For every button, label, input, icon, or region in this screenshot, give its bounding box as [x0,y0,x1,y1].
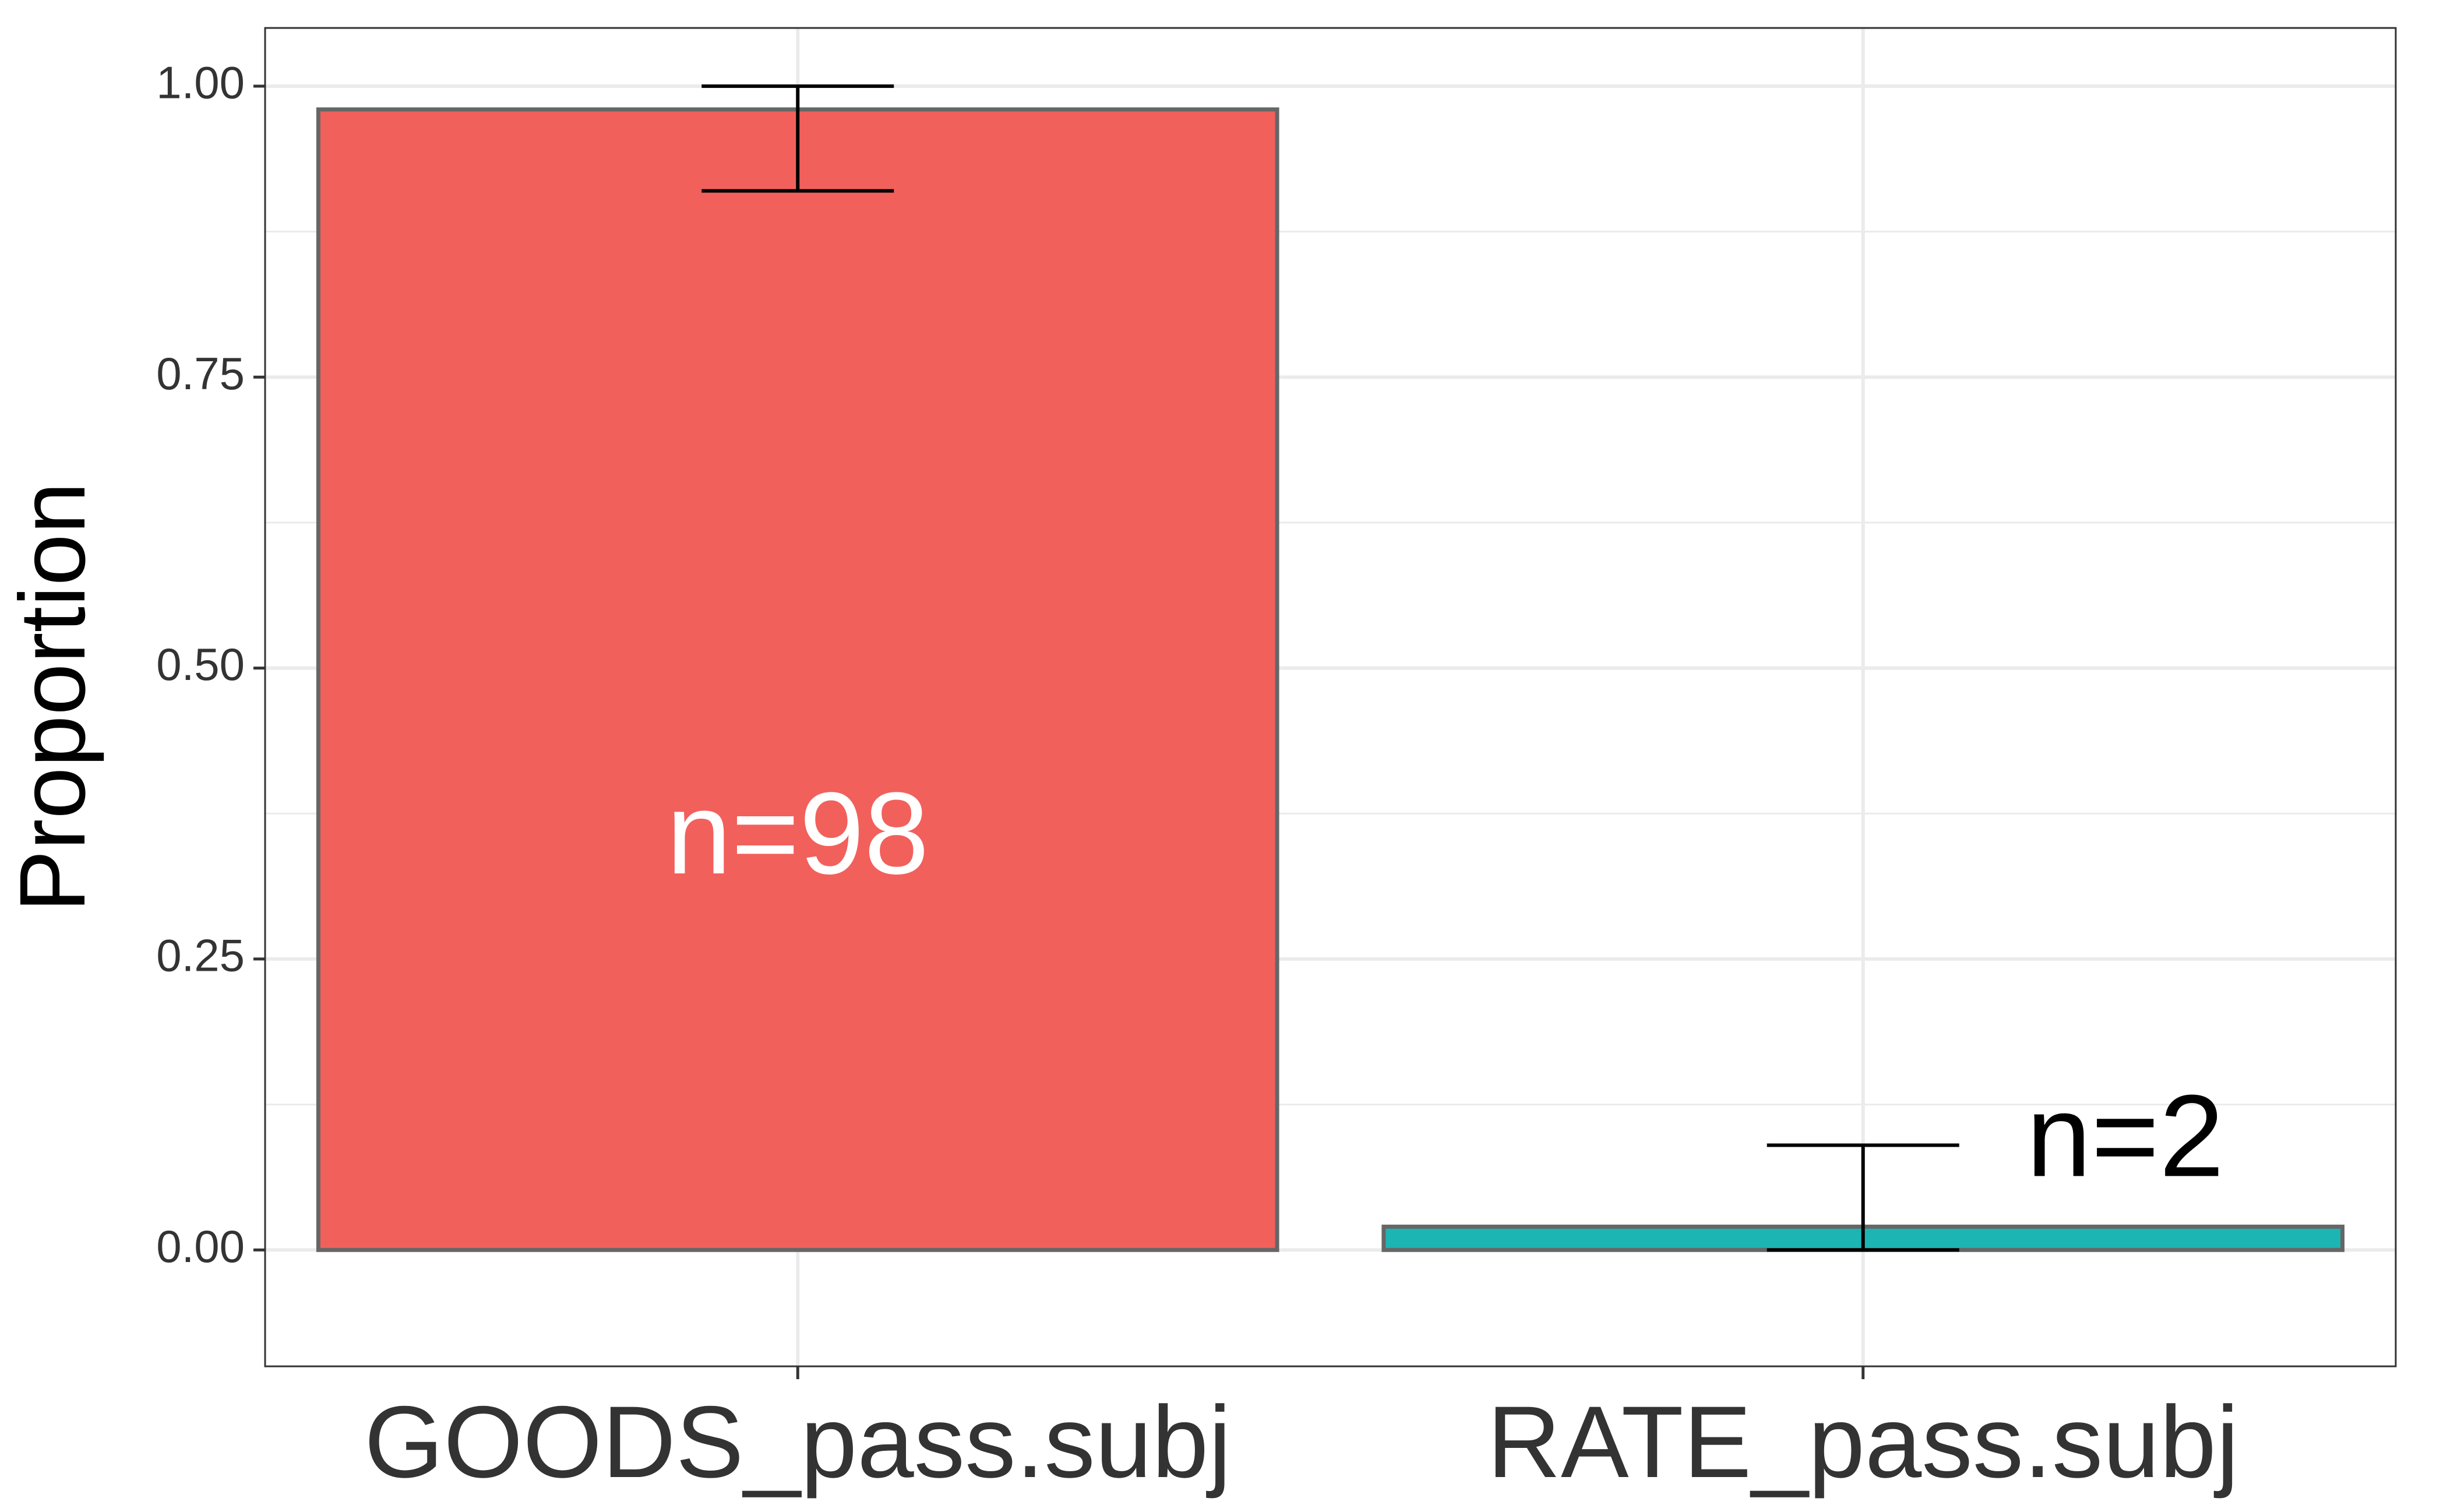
y-axis-title: Proportion [0,482,104,912]
y-tick-label: 0.25 [156,930,245,981]
bars [316,107,2345,1252]
y-tick-label: 0.50 [156,639,245,690]
y-tick-label: 0.75 [156,348,245,399]
error-bar [1767,1143,1959,1252]
error-bars [701,84,1959,1252]
bar-labels: n=98 n=2 [667,769,2224,1201]
bar-count-label: n=98 [667,769,929,898]
y-tick-label: 0.00 [156,1221,245,1272]
bar-count-label: n=2 [2026,1071,2224,1201]
y-axis: 0.00 0.25 0.50 0.75 1.00 [156,57,265,1272]
x-tick-label: RATE_pass.subj [1487,1386,2239,1499]
panel-border [264,27,2397,1368]
x-tick-label: GOODS_pass.subj [364,1386,1231,1499]
bar-GOODS_pass.subj [316,107,1279,1252]
x-axis: GOODS_pass.subj RATE_pass.subj [364,1366,2239,1499]
error-bar [701,84,894,193]
y-tick-label: 1.00 [156,57,245,108]
